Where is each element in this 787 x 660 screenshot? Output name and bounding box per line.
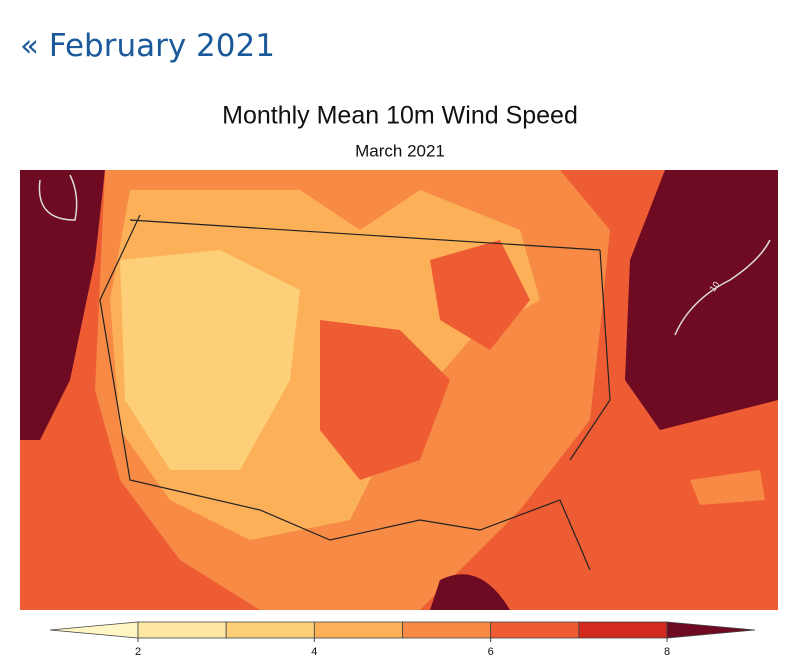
prev-month-link[interactable]: « February 2021 xyxy=(20,28,275,64)
colorbar-tick-label: 2 xyxy=(135,646,141,658)
colorbar-segment xyxy=(578,621,668,639)
colorbar-high xyxy=(666,621,756,639)
colorbar-low xyxy=(49,621,139,639)
colorbar-segment xyxy=(490,621,580,639)
colorbar: 2 4 6 8 xyxy=(49,621,756,658)
map-subtitle: March 2021 xyxy=(355,141,445,160)
colorbar-tick-label: 4 xyxy=(311,646,317,658)
colorbar-tick-label: 8 xyxy=(664,646,670,658)
colorbar-segment xyxy=(313,621,403,639)
wind-field: 10 xyxy=(20,170,778,610)
contour-label: 10 xyxy=(707,280,721,294)
colorbar-segment xyxy=(137,621,227,639)
colorbar-segment xyxy=(402,621,492,639)
colorbar-tick-label: 6 xyxy=(488,646,494,658)
colorbar-segment xyxy=(225,621,315,639)
map-title: Monthly Mean 10m Wind Speed xyxy=(222,102,578,130)
